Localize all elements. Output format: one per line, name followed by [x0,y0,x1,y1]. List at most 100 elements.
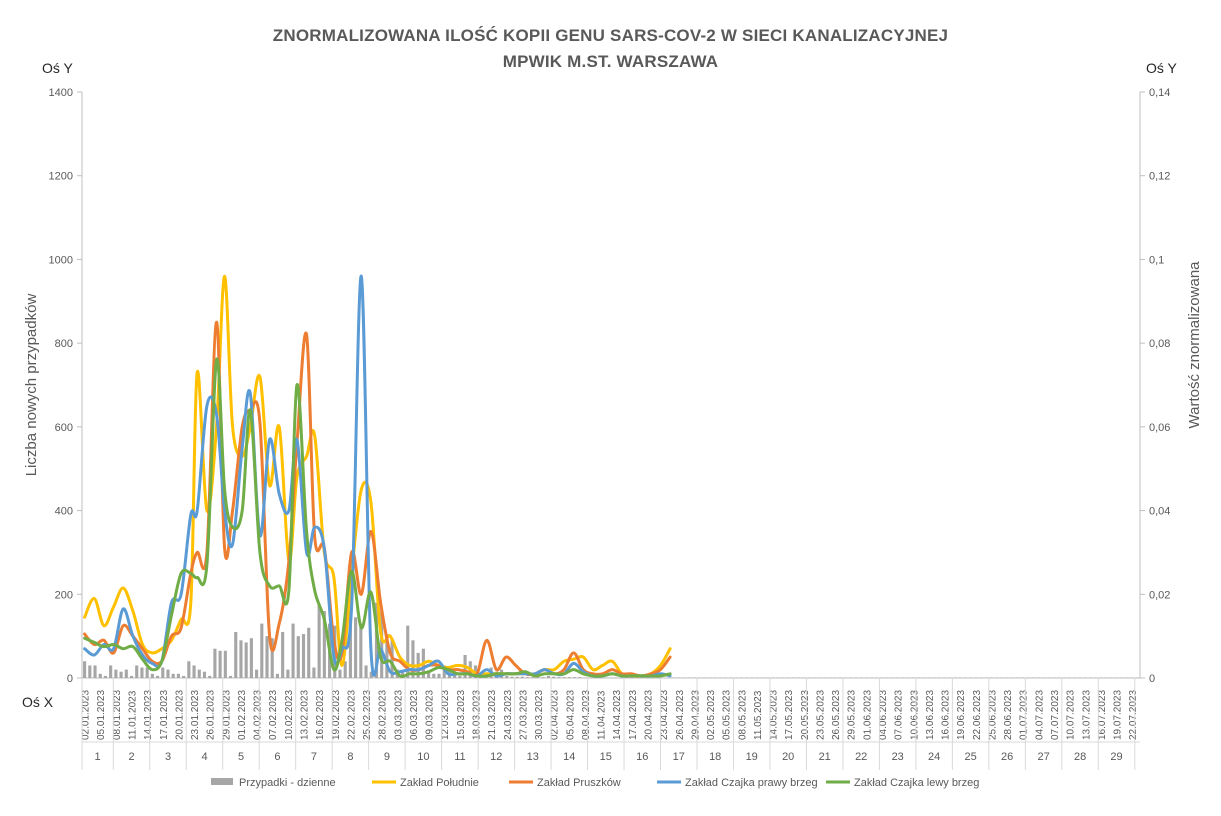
bar-daily-cases [223,650,227,678]
x-date-label: 07.07.2023 [1050,690,1061,740]
x-date-label: 05.05.2023 [722,690,733,740]
bar-daily-cases [380,611,384,678]
bar-daily-cases [301,634,306,678]
line-czajka-lewy-brzeg [83,357,672,679]
right-tick-label: 0 [1149,673,1155,685]
x-date-label: 11.04.2023 [597,690,608,740]
x-date-label: 08.05.2023 [737,690,748,740]
week-label: 8 [347,751,353,763]
x-date-label: 04.02.2023 [253,690,264,740]
bar-daily-cases [156,675,160,678]
right-axis-corner-label: Oś Y [1146,60,1177,76]
bar-daily-cases [124,669,128,678]
chart-title-line1: ZNORMALIZOWANA ILOŚĆ KOPII GENU SARS-COV… [272,26,949,45]
week-label: 12 [490,751,502,763]
x-date-label: 08.01.2023 [112,690,123,740]
week-label: 13 [527,751,539,763]
bar-daily-cases [197,669,201,678]
bar-daily-cases [176,673,180,678]
x-date-label: 01.02.2023 [237,690,248,740]
week-label: 18 [709,751,721,763]
bar-daily-cases [312,667,316,678]
line-zaklad-poludnie [83,274,672,678]
bar-daily-cases [338,669,342,678]
bar-daily-cases [218,650,222,678]
week-label: 15 [600,751,612,763]
left-tick-label: 800 [55,338,73,350]
left-axis-corner-label: Oś Y [42,60,73,76]
bar-daily-cases [546,675,551,678]
bar-daily-cases [505,675,509,678]
week-label: 1 [95,751,101,763]
right-tick-label: 0,14 [1149,87,1170,99]
bar-daily-cases [437,673,441,678]
x-date-label: 14.05.2023 [769,690,780,740]
left-axis-title: Liczba nowych przypadków [23,294,40,477]
bar-daily-cases [281,631,285,678]
bar-daily-cases [458,675,462,678]
left-tick-label: 1200 [49,171,73,183]
x-date-label: 20.05.2023 [800,690,811,740]
bar-daily-cases [526,677,530,678]
week-label: 23 [892,751,904,763]
week-label: 21 [819,751,831,763]
left-tick-label: 1000 [49,254,73,266]
legend-czajka-lewy-label: Zakład Czajka lewy brzeg [854,777,979,789]
week-label: 4 [201,751,207,763]
x-date-label: 12.03.2023 [440,690,451,740]
right-axis-title: Wartość znormalizowana [1186,261,1203,429]
week-label: 24 [928,751,940,763]
x-date-label: 17.05.2023 [784,690,795,740]
x-date-label: 26.04.2023 [675,690,686,740]
x-date-label: 14.04.2023 [612,690,623,740]
bar-daily-cases [270,638,274,678]
week-label: 6 [274,751,280,763]
legend-przypadki-label: Przypadki - dzienne [239,777,336,789]
bar-daily-cases [145,667,149,678]
bar-daily-cases [531,677,535,678]
bar-daily-cases [208,675,212,678]
x-date-label: 10.06.2023 [909,690,920,740]
x-date-label: 02.01.2023 [81,690,92,740]
bar-daily-cases [359,623,363,678]
x-date-label: 14.01.2023 [143,690,154,740]
x-date-label: 28.02.2023 [378,690,389,740]
bar-daily-cases [541,677,545,678]
bar-daily-cases [296,636,300,678]
x-date-label: 19.02.2023 [331,690,342,740]
x-date-label: 02.05.2023 [706,690,717,740]
bar-daily-cases [182,675,186,678]
bar-daily-cases [114,669,118,678]
x-axis-corner-label: Oś X [22,694,54,710]
x-date-label: 29.05.2023 [847,690,858,740]
bar-daily-cases [307,627,311,678]
bar-daily-cases [510,676,514,678]
bar-daily-cases [119,671,123,678]
x-date-label: 13.06.2023 [925,690,936,740]
week-label: 20 [782,751,794,763]
x-date-label: 20.04.2023 [644,690,655,740]
bar-daily-cases [150,673,154,678]
bar-daily-cases [93,665,97,678]
x-date-label: 27.03.2023 [518,690,529,740]
week-label: 2 [128,751,134,763]
x-date-label: 25.02.2023 [362,690,373,740]
week-label: 28 [1074,751,1086,763]
legend-przypadki-swatch [211,778,233,785]
x-date-label: 06.03.2023 [409,690,420,740]
x-date-label: 20.01.2023 [174,690,185,740]
x-date-label: 25.06.2023 [988,690,999,740]
x-date-label: 04.06.2023 [878,690,889,740]
x-date-label: 26.01.2023 [206,690,217,740]
bar-daily-cases [432,673,436,678]
right-tick-label: 0,08 [1149,338,1170,350]
week-label: 9 [384,751,390,763]
x-date-label: 22.06.2023 [972,690,983,740]
bar-daily-cases [453,673,457,678]
bar-daily-cases [291,623,295,678]
week-label: 22 [855,751,867,763]
bar-daily-cases [385,634,389,678]
bar-daily-cases [260,623,264,678]
bar-daily-cases [135,665,139,678]
bar-daily-cases [562,677,566,678]
